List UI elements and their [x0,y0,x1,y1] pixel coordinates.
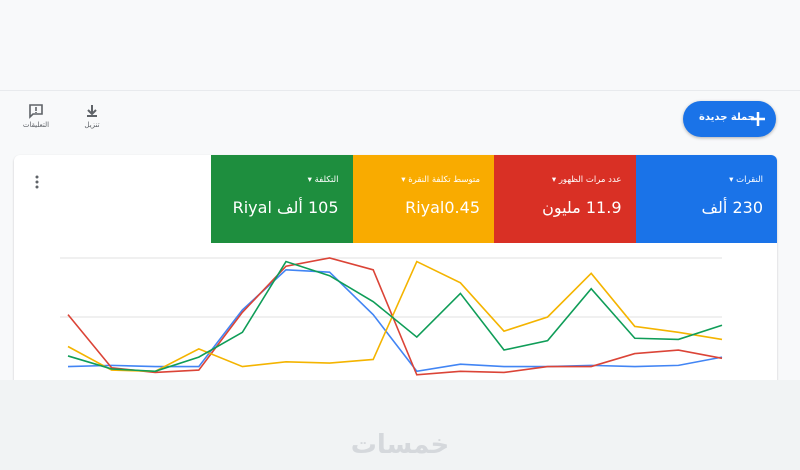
download-button[interactable]: تنزيل [67,103,117,129]
metric-label: متوسط تكلفة النقرة ▾ [401,175,480,185]
metric-card[interactable]: التكلفة ▾ 105 ألف Riyal [210,155,353,243]
more-menu[interactable] [34,175,40,189]
metric-value: 105 ألف Riyal [232,198,339,217]
metric-label: التكلفة ▾ [307,175,339,185]
metric-card[interactable]: متوسط تكلفة النقرة ▾ Riyal0.45 [352,155,494,243]
metric-value: Riyal0.45 [405,198,480,217]
series-line [67,268,723,373]
series-line [67,257,723,376]
divider [0,90,800,91]
feedback-icon [29,104,43,119]
series-line [67,260,723,373]
feedback-label: التعليقات [22,121,50,129]
metric-value: 11.9 مليون [542,198,622,217]
download-icon [87,105,97,117]
new-campaign-button[interactable]: حملة جديدة [683,101,776,137]
button-label: حملة جديدة [699,112,755,123]
download-label: تنزيل [84,121,100,129]
feedback-button[interactable]: التعليقات [11,103,61,129]
metric-label: عدد مرات الظهور ▾ [551,175,622,185]
metric-card[interactable]: عدد مرات الظهور ▾ 11.9 مليون [493,155,636,243]
plus-icon [751,112,765,126]
metric-card[interactable]: النقرات ▾ 230 ألف [635,155,777,243]
performance-card: النقرات ▾ 230 ألف عدد مرات الظهور ▾ 11.9 مل… [14,155,777,385]
footer [0,380,800,470]
chart [60,257,723,376]
watermark: خمسات [350,430,450,460]
series-line [67,260,723,373]
metric-label: النقرات ▾ [729,175,763,185]
metric-value: 230 ألف [701,198,763,217]
